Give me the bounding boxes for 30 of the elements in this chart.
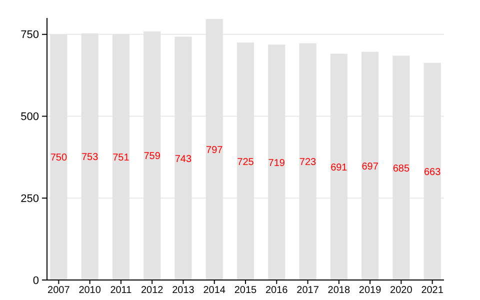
data-label: 759: [144, 151, 161, 162]
data-label: 797: [206, 144, 224, 156]
x-tick-label: 2019: [358, 285, 382, 296]
x-tick-label: 2015: [234, 285, 258, 296]
x-tick-label: 2012: [140, 285, 164, 296]
data-label: 697: [362, 161, 379, 172]
y-tick-label: 750: [20, 29, 39, 42]
y-tick-label: 500: [20, 111, 39, 124]
x-tick-label: 2007: [48, 285, 70, 296]
data-label: 743: [174, 154, 192, 165]
data-label: 753: [81, 152, 99, 164]
x-tick-label: 2021: [421, 285, 444, 296]
data-label: 719: [268, 158, 286, 169]
data-label: 725: [237, 156, 254, 168]
y-tick-label: 250: [20, 192, 39, 205]
data-label: 663: [424, 166, 442, 178]
x-tick-label: 2010: [78, 285, 102, 296]
data-label: 723: [299, 157, 317, 168]
x-tick-label: 2014: [203, 285, 226, 296]
x-tick-label: 2011: [110, 285, 132, 296]
x-tick-label: 2020: [390, 285, 413, 296]
x-tick-label: 2016: [266, 285, 288, 296]
data-label: 750: [50, 152, 68, 164]
x-tick-label: 2017: [296, 285, 320, 296]
data-label: 751: [112, 152, 130, 164]
data-label: 685: [392, 163, 410, 174]
y-tick-label: 0: [32, 274, 39, 287]
data-label: 691: [330, 162, 348, 174]
x-tick-label: 2013: [172, 285, 195, 296]
x-tick-label: 2018: [328, 285, 350, 296]
